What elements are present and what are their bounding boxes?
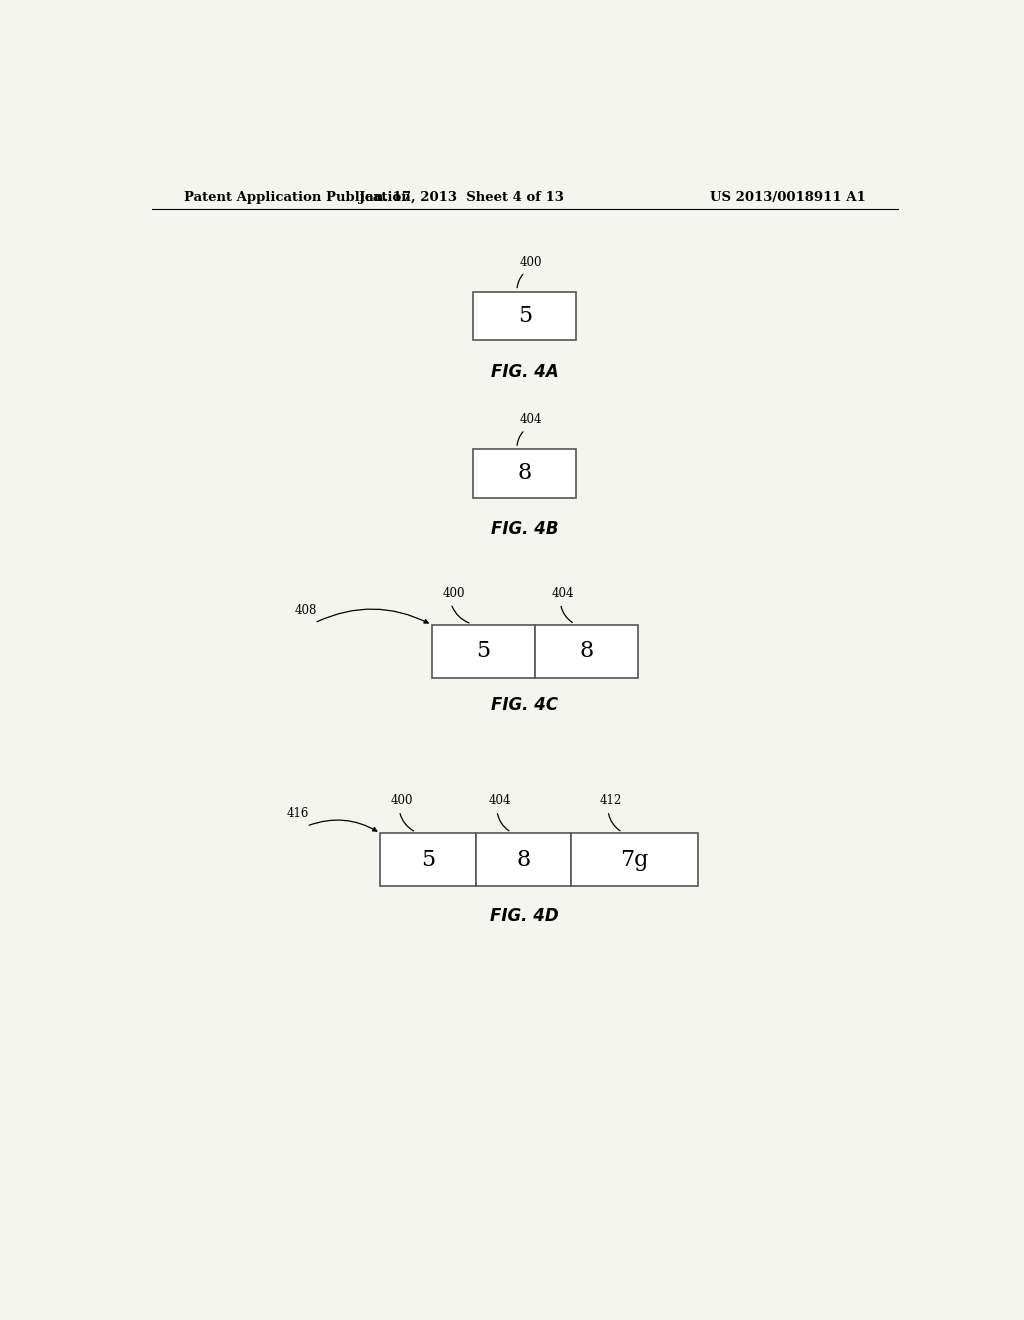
Text: US 2013/0018911 A1: US 2013/0018911 A1 [711,190,866,203]
Text: 416: 416 [287,808,309,821]
Text: FIG. 4C: FIG. 4C [492,696,558,714]
Text: 5: 5 [476,640,490,663]
Bar [473,292,577,341]
Text: Jan. 17, 2013  Sheet 4 of 13: Jan. 17, 2013 Sheet 4 of 13 [358,190,564,203]
Text: 400: 400 [520,256,543,268]
Text: 7g: 7g [621,849,648,871]
Text: 400: 400 [442,587,465,599]
Bar [475,833,570,886]
Text: 8: 8 [580,640,594,663]
Text: Patent Application Publication: Patent Application Publication [183,190,411,203]
Bar [432,624,536,677]
Text: 408: 408 [295,605,317,618]
Bar [536,624,638,677]
Bar [570,833,697,886]
Bar [473,449,577,498]
Text: 404: 404 [488,795,511,808]
Text: 8: 8 [516,849,530,871]
Text: 404: 404 [520,413,543,426]
Text: 5: 5 [421,849,435,871]
Text: FIG. 4A: FIG. 4A [490,363,559,381]
Bar [380,833,475,886]
Text: 5: 5 [518,305,531,327]
Text: 412: 412 [599,795,622,808]
Text: FIG. 4B: FIG. 4B [492,520,558,539]
Text: 8: 8 [518,462,531,484]
Text: 400: 400 [390,795,413,808]
Text: 404: 404 [552,587,574,599]
Text: FIG. 4D: FIG. 4D [490,907,559,924]
